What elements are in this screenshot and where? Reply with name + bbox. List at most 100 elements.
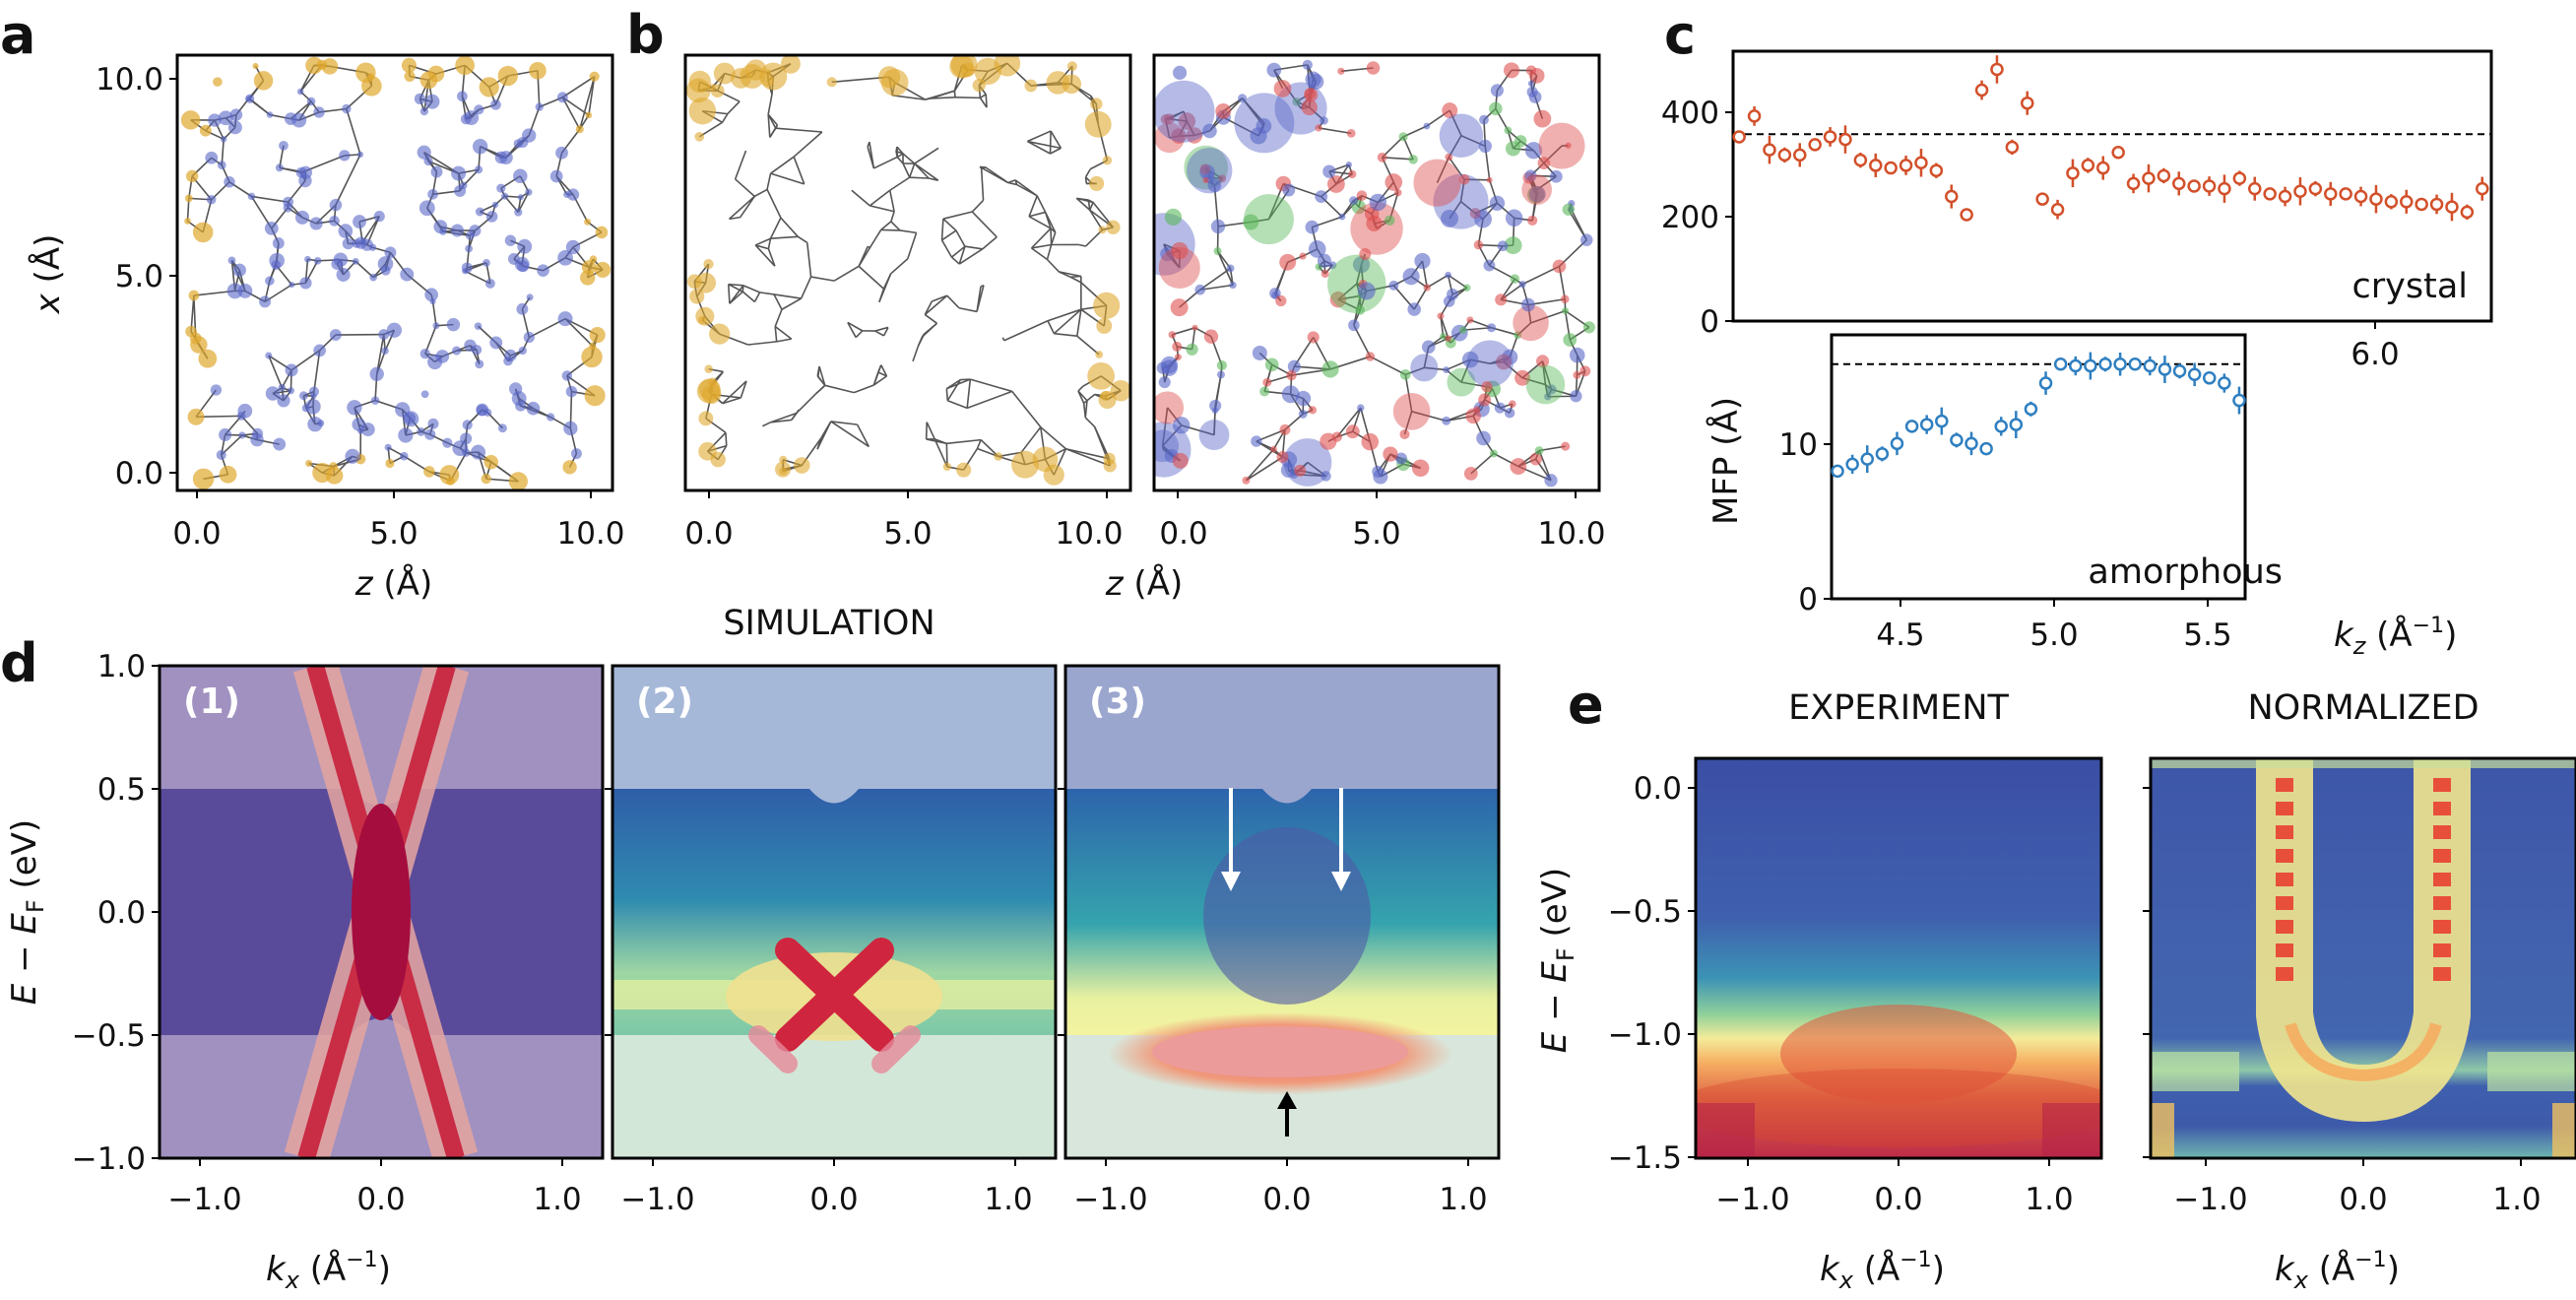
panel-d-ylabel: E − EF (eV) — [5, 819, 49, 1005]
data-point — [2324, 187, 2338, 201]
arrow-icon — [1331, 788, 1351, 891]
panel-d2-inset-label: (2) — [636, 682, 693, 722]
data-point — [1929, 163, 1944, 177]
panel-label-d: d — [0, 632, 38, 694]
panel-d-title: SIMULATION — [723, 604, 934, 643]
data-point — [2081, 159, 2095, 172]
panel-d-ytick: 1.0 — [97, 649, 146, 684]
crystal-xtick: 6.0 — [2351, 337, 2399, 372]
data-point — [2111, 146, 2125, 160]
amorphous-label: amorphous — [2088, 552, 2283, 592]
data-point — [2369, 192, 2383, 206]
panel-d-xtick: 1.0 — [984, 1182, 1032, 1217]
amorphous-ytick: 0 — [1798, 582, 1818, 618]
panel-d-ytick: 0.5 — [97, 772, 146, 808]
panel-d-xtick: 0.0 — [356, 1182, 405, 1217]
panel-c-xlabel: kz (Å−1) — [2334, 614, 2457, 660]
data-point — [1990, 62, 2004, 77]
data-point — [1950, 433, 1964, 447]
data-point — [1994, 420, 2008, 433]
data-point — [1823, 130, 1837, 144]
panel-d1-inset-label: (1) — [183, 682, 240, 722]
data-point — [2128, 358, 2142, 371]
data-point — [2384, 195, 2399, 209]
panel-label-e: e — [1568, 674, 1604, 736]
data-point — [1853, 153, 1868, 167]
panel-a-network: 0.0 5.0 10.0 0.0 5.0 10.0 z (Å) x (Å) — [28, 53, 625, 604]
data-point — [2263, 187, 2277, 201]
panel-d2-spectral-map: (2) — [611, 664, 1058, 1160]
panel-a-ytick: 0.0 — [115, 456, 163, 491]
amorphous-xtick: 5.5 — [2183, 618, 2231, 653]
data-point — [1777, 148, 1792, 162]
panel-d-xtick: 0.0 — [809, 1182, 858, 1217]
panel-d-xlabel: kx (Å−1) — [266, 1248, 391, 1294]
data-point — [2024, 402, 2038, 417]
data-point — [1960, 208, 1973, 222]
bond-network — [693, 62, 1122, 476]
data-point — [1808, 138, 1822, 152]
data-point — [2218, 181, 2231, 196]
panel-e-xtick: −1.0 — [2173, 1182, 2247, 1217]
data-point — [2005, 140, 2020, 155]
data-point — [2096, 161, 2110, 175]
data-point — [2021, 96, 2034, 110]
panel-e-xtick: 1.0 — [2025, 1182, 2073, 1217]
panel-d-ytick: −0.5 — [72, 1018, 146, 1054]
panel-d-xtick: −1.0 — [1073, 1182, 1147, 1217]
data-point — [2172, 176, 2186, 191]
panel-b-xtick: 5.0 — [883, 516, 932, 552]
panel-a-ytick: 5.0 — [115, 259, 163, 294]
data-point — [2157, 362, 2172, 376]
data-point — [2445, 200, 2459, 214]
panel-a-atoms — [180, 55, 612, 490]
amorphous-xtick: 5.0 — [2029, 618, 2078, 653]
panel-d-ytick: 0.0 — [97, 895, 146, 931]
data-point — [2293, 184, 2307, 199]
data-point — [2278, 189, 2292, 204]
data-point — [1763, 143, 1776, 157]
data-point — [2143, 358, 2157, 373]
panel-e-xtick: 1.0 — [2492, 1182, 2541, 1217]
data-point — [1945, 189, 1959, 204]
crystal-label: crystal — [2352, 267, 2468, 306]
data-point — [1831, 464, 1844, 479]
data-point — [1884, 161, 1898, 175]
data-point — [2308, 181, 2323, 196]
panel-d-xtick: 1.0 — [533, 1182, 581, 1217]
data-point — [2429, 197, 2444, 212]
panel-e-ytick: −1.0 — [1608, 1017, 1682, 1053]
panel-e-normalized-map — [2149, 756, 2576, 1160]
panel-d-xtick: −1.0 — [167, 1182, 241, 1217]
panel-d-xtick: −1.0 — [620, 1182, 694, 1217]
panel-d-xtick: 0.0 — [1262, 1182, 1311, 1217]
amorphous-xtick: 4.5 — [1876, 618, 1924, 653]
data-point — [2172, 364, 2187, 378]
data-point — [1964, 436, 1978, 451]
panel-a-xtick: 10.0 — [556, 516, 624, 552]
data-point — [1793, 148, 1807, 162]
panel-label-b: b — [626, 4, 665, 66]
data-point — [2248, 181, 2262, 196]
panel-b-xtick: 0.0 — [1159, 516, 1207, 552]
panel-e-title-experiment: EXPERIMENT — [1788, 688, 2009, 728]
panel-e-xlabel-left: kx (Å−1) — [1820, 1248, 1945, 1294]
data-point — [2126, 176, 2141, 191]
panel-label-c: c — [1664, 4, 1696, 66]
panel-d3-spectral-map: (3) — [1063, 664, 1501, 1160]
data-point — [2476, 181, 2489, 196]
data-point — [1860, 452, 1875, 466]
panel-d-xtick: 1.0 — [1439, 1182, 1487, 1217]
data-point — [1732, 130, 1746, 144]
data-point — [2353, 189, 2368, 204]
data-point — [2202, 179, 2217, 193]
data-point — [2069, 358, 2083, 373]
panel-b-xtick: 0.0 — [684, 516, 733, 552]
data-point — [1869, 159, 1883, 172]
data-point — [2038, 376, 2053, 390]
data-point — [2187, 179, 2201, 193]
data-point — [2142, 171, 2156, 185]
panel-c-crystal: crystal 0 200 400 6.0 — [1661, 49, 2493, 372]
data-point — [1904, 420, 1919, 433]
